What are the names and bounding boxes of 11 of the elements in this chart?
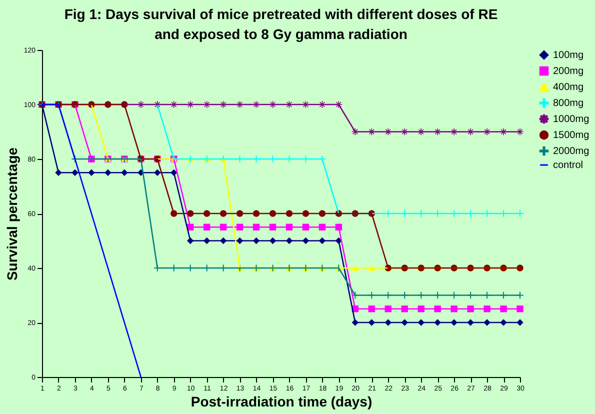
legend-label: 2000mg <box>553 146 590 157</box>
chart-title: Fig 1: Days survival of mice pretreated with different doses of RE and exposed to 8 Gy gamma radiation <box>64 6 498 42</box>
legend-label: control <box>553 160 584 171</box>
y-axis-title: Survival percentage <box>4 147 20 281</box>
legend-label: 100mg <box>553 50 584 61</box>
x-axis-title: Post-irradiation time (days) <box>190 394 372 410</box>
legend-label: 400mg <box>553 82 584 93</box>
legend-label: 1500mg <box>553 130 590 141</box>
legend-label: 200mg <box>553 66 584 77</box>
legend-label: 1000mg <box>553 114 590 125</box>
legend-label: 800mg <box>553 98 584 109</box>
